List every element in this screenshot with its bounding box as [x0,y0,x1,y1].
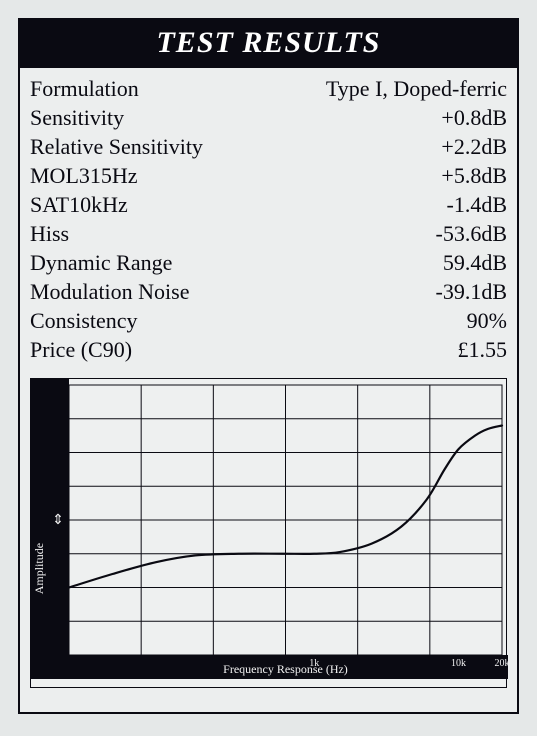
row-label: Hiss [30,219,69,248]
table-row: Hiss -53.6dB [30,219,507,248]
table-row: SAT10kHz -1.4dB [30,190,507,219]
row-label: Dynamic Range [30,248,172,277]
y-marker-icon: ⇕ [52,513,64,528]
table-row: Modulation Noise -39.1dB [30,277,507,306]
x-tick-label: 20k [495,658,509,669]
row-label: Price (C90) [30,335,132,364]
row-value: +5.8dB [441,161,507,190]
page: TEST RESULTS Formulation Type I, Doped-f… [0,0,537,736]
row-label: Modulation Noise [30,277,190,306]
table-row: Consistency 90% [30,306,507,335]
row-value: -53.6dB [436,219,508,248]
x-axis-label: Frequency Response (Hz) [223,662,348,676]
frequency-response-chart: ⇕ Amplitude Frequency Response (Hz)1k 10k 20… [30,378,507,688]
y-axis-band [31,379,69,679]
table-row: Dynamic Range 59.4dB [30,248,507,277]
x-tick-label: 1k [309,658,319,669]
row-value: 90% [467,306,507,335]
row-value: -1.4dB [447,190,508,219]
table-row: Relative Sensitivity +2.2dB [30,132,507,161]
row-value: +2.2dB [441,132,507,161]
row-value: £1.55 [458,335,508,364]
table-row: Price (C90) £1.55 [30,335,507,364]
table-row: Formulation Type I, Doped-ferric [30,74,507,103]
row-value: Type I, Doped-ferric [326,74,507,103]
row-label: Relative Sensitivity [30,132,203,161]
row-label: Formulation [30,74,139,103]
row-label: MOL315Hz [30,161,138,190]
y-axis-label: Amplitude [32,543,46,594]
results-table: Formulation Type I, Doped-ferric Sensiti… [20,68,517,374]
results-card: TEST RESULTS Formulation Type I, Doped-f… [18,18,519,714]
title-text: TEST RESULTS [156,26,380,59]
table-row: Sensitivity +0.8dB [30,103,507,132]
title-bar: TEST RESULTS [20,20,517,68]
row-label: Consistency [30,306,138,335]
row-label: Sensitivity [30,103,124,132]
chart-svg: ⇕ Amplitude Frequency Response (Hz)1k 10k 20… [31,379,508,679]
row-value: -39.1dB [436,277,508,306]
table-row: MOL315Hz +5.8dB [30,161,507,190]
row-value: 59.4dB [443,248,507,277]
row-label: SAT10kHz [30,190,128,219]
row-value: +0.8dB [441,103,507,132]
x-tick-label: 10k [451,658,466,669]
